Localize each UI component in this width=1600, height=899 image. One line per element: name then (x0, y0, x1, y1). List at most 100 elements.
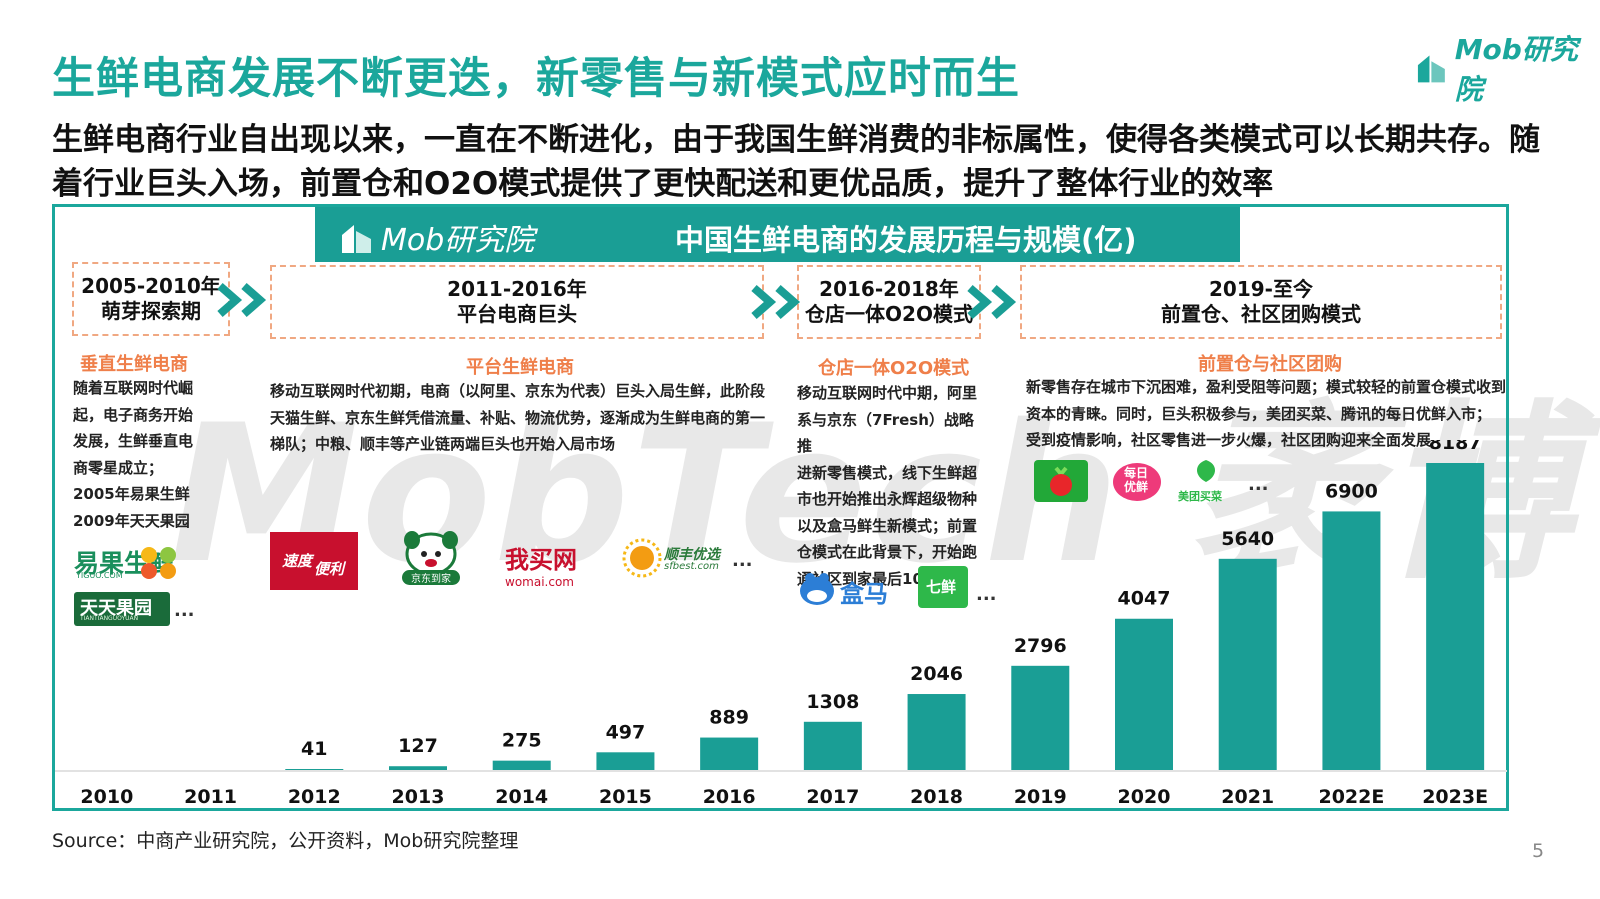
logo-text-line: 每日 (1124, 466, 1149, 480)
data-label: 889 (709, 707, 749, 729)
logo-subtext: sfbest.com (664, 561, 719, 572)
data-label: 41 (301, 738, 327, 760)
sun-icon (622, 538, 662, 578)
logo-text-line: 优鲜 (1124, 480, 1149, 494)
tmall-fresh-logo: 速度 便利 (270, 532, 358, 590)
x-tick-label: 2021 (1221, 786, 1274, 808)
phase-name: 萌芽探索期 (101, 299, 201, 323)
leaf-icon (1197, 460, 1215, 482)
text-line: 2005年易果生鲜 (73, 485, 190, 503)
building-icon (1417, 55, 1445, 83)
logo-text: 便利 (314, 560, 345, 578)
text-line: 市也开始推出永辉超级物种 (797, 490, 978, 508)
more-ellipsis: ... (732, 550, 753, 571)
page-title: 生鲜电商发展不断更迭，新零售与新模式应时而生 (52, 54, 1020, 104)
text-line: 梯队；中粮、顺丰等产业链两端巨头也开始入局市场 (270, 435, 616, 453)
section-text: 新零售存在城市下沉困难，盈利受阻等问题；模式较轻的前置仓模式收到 资本的青睐。同… (1026, 374, 1506, 454)
text-line: 商零星成立； (73, 458, 164, 477)
tiantian-logo: 天天果园 TIANTIANGUOYUAN (74, 592, 170, 626)
x-tick-label: 2010 (80, 786, 133, 808)
text-line: 起，电子商务开始 (73, 405, 194, 424)
x-tick-label: 2018 (910, 786, 963, 808)
page-subtitle: 生鲜电商行业自出现以来，一直在不断进化，由于我国生鲜消费的非标属性，使得各类模式… (52, 122, 1540, 202)
phase-period: 2016-2018年 (819, 277, 959, 301)
x-tick-label: 2011 (184, 786, 237, 808)
text-line: 仓模式在此背景下，开始跑 (797, 543, 978, 561)
data-label: 1308 (806, 691, 859, 713)
data-label: 5640 (1221, 528, 1274, 550)
data-label: 4047 (1118, 588, 1171, 610)
hema-logo: 盒马 (798, 570, 888, 610)
yiguo-logo: 易果生鲜 YIGUO.COM (74, 544, 184, 584)
bar (492, 760, 551, 771)
x-tick-label: 2019 (1014, 786, 1067, 808)
bar (700, 737, 759, 771)
text-line: 随着互联网时代崛 (73, 379, 194, 397)
logo-subtext: TIANTIANGUOYUAN (80, 615, 139, 622)
text-line: 发展，生鲜垂直电 (73, 432, 194, 450)
phase-period: 2005-2010年 (81, 274, 221, 298)
phase-name: 仓店一体O2O模式 (805, 302, 973, 326)
logo-subtext: womai.com (505, 575, 574, 589)
x-tick-label: 2016 (703, 786, 756, 808)
text-line: 系与京东（7Fresh）战略推 (797, 410, 974, 456)
logo-text: 速度 (282, 552, 313, 570)
data-label: 2796 (1014, 635, 1067, 657)
womai-logo: 我买网 womai.com (505, 540, 577, 589)
bar-chart: 41 127 275 497 889 1308 2046 2796 4047 5640 6900 81… (55, 440, 1507, 808)
x-tick-label: 2017 (806, 786, 859, 808)
text-line: 新零售存在城市下沉困难，盈利受阻等问题；模式较轻的前置仓模式收到 (1026, 378, 1507, 396)
source-note: Source：中商产业研究院，公开资料，Mob研究院整理 (52, 830, 519, 852)
section-heading: 仓店一体O2O模式 (818, 358, 970, 379)
text-line: 以及盒马鲜生新模式；前置 (797, 516, 978, 535)
text-line: 进新零售模式，线下生鲜超 (797, 463, 978, 482)
logo-text: 七鲜 (926, 578, 957, 596)
chevron-right-icon (751, 284, 801, 320)
section-heading: 平台生鲜电商 (466, 357, 574, 378)
hippo-icon (800, 573, 834, 605)
chevron-right-icon (217, 282, 267, 318)
logo-text: 我买网 (505, 546, 577, 574)
chart-frame (52, 204, 1509, 811)
data-label: 6900 (1325, 480, 1378, 502)
x-tick-label: 2015 (599, 786, 652, 808)
badge-icon (1113, 463, 1161, 501)
chevron-right-icon (967, 284, 1017, 320)
section-text: 随着互联网时代崛 起，电子商务开始 发展，生鲜垂直电 商零星成立； 2005年易… (73, 375, 233, 534)
logo-text: 美团买菜 (1178, 490, 1222, 503)
banner-brand: Mob研究院 (339, 215, 534, 259)
x-tick-label: 2023E (1422, 786, 1488, 808)
text-line: 受到疫情影响，社区零售进一步火爆，社区团购迎来全面发展 (1026, 431, 1432, 449)
logo-text: 每日 优鲜 (1124, 466, 1148, 494)
page-number: 5 (1532, 840, 1545, 862)
ticks-layer: 2010 2011 2012 2013 2014 2015 2016 2017 2018 2019… (80, 786, 1488, 808)
bar (596, 752, 655, 771)
section-text: 移动互联网时代中期，阿里 系与京东（7Fresh）战略推 进新零售模式，线下生鲜… (797, 380, 987, 592)
bar (1426, 463, 1485, 771)
logo-text: 易果生鲜 (74, 549, 175, 578)
7fresh-logo: 七鲜 (918, 566, 968, 608)
fruit-icon (141, 547, 176, 579)
more-ellipsis: ... (174, 600, 195, 621)
text-line: 移动互联网时代初期，电商（以阿里、京东为代表）巨头入局生鲜，此阶段 (270, 382, 766, 400)
meituan-maicai-logo: 美团买菜 (1176, 458, 1240, 506)
bar (907, 694, 966, 771)
data-label: 275 (502, 730, 542, 752)
logo-text: 天天果园 (80, 598, 152, 619)
chart-banner: Mob研究院 中国生鲜电商的发展历程与规模(亿) (315, 207, 1240, 262)
text-line: 通社区到家最后100米 (797, 569, 949, 588)
phase-name: 平台电商巨头 (457, 302, 577, 326)
bar (389, 766, 447, 771)
logo-text: 顺丰优选 (664, 547, 720, 563)
data-label: 8187 (1429, 440, 1482, 454)
jd-daojia-logo: 京东到家 (400, 530, 462, 588)
bar (1218, 558, 1277, 771)
data-label: 2046 (910, 663, 963, 685)
section-heading: 垂直生鲜电商 (80, 354, 188, 375)
brand-logo: Mob研究院 (1416, 28, 1600, 108)
bar (803, 721, 862, 771)
x-tick-label: 2013 (392, 786, 445, 808)
logo-subtext: YIGUO.COM (76, 571, 123, 580)
section-heading: 前置仓与社区团购 (1198, 354, 1342, 375)
radish-icon (1050, 466, 1072, 496)
